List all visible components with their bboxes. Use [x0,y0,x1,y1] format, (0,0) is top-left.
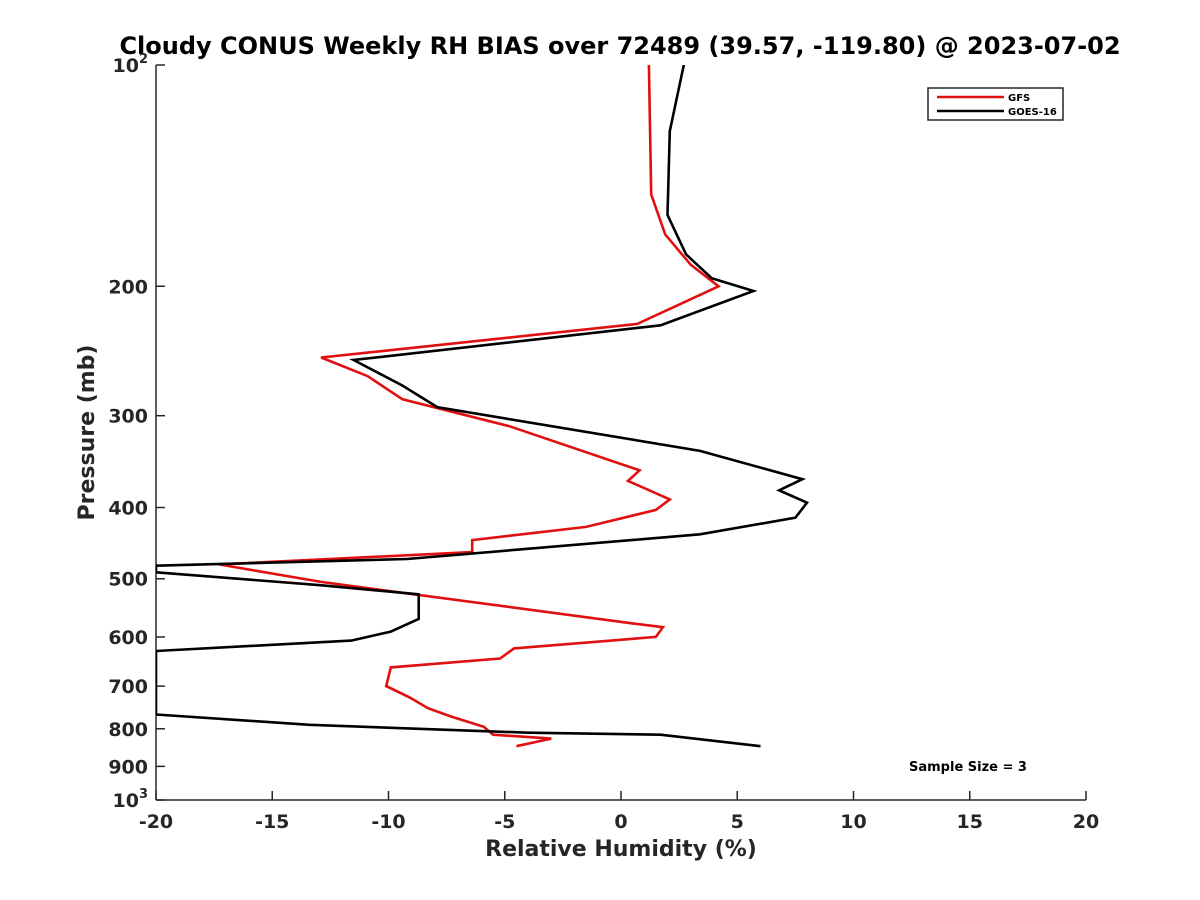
y-tick-label: 800 [108,719,148,741]
x-tick-label: 10 [840,811,866,833]
y-tick-label: 400 [108,498,148,520]
y-tick-label: 200 [108,276,148,298]
legend-label: GFS [1008,93,1030,104]
y-tick-label: 103 [113,787,149,812]
y-tick-label: 500 [108,569,148,591]
x-tick-label: -10 [371,811,405,833]
sample-size-annotation: Sample Size = 3 [909,760,1027,775]
x-tick-label: 20 [1073,811,1099,833]
series-line-gfs [218,65,722,748]
x-tick-label: -15 [255,811,289,833]
series-line-goes-16 [156,65,810,748]
y-tick-label: 300 [108,406,148,428]
y-axis-label: Pressure (mb) [75,345,100,521]
legend-label: GOES-16 [1008,107,1057,118]
x-tick-label: 15 [957,811,983,833]
y-tick-label: 900 [108,756,148,778]
chart-title: Cloudy CONUS Weekly RH BIAS over 72489 (… [119,32,1120,60]
y-tick-label: 700 [108,676,148,698]
series-group [156,65,810,748]
x-tick-label: -20 [139,811,173,833]
x-tick-label: -5 [494,811,515,833]
legend: GFS GOES-16 [927,87,1064,121]
x-tick-label: 0 [614,811,627,833]
legend-box [927,87,1064,121]
axes: -20 -15 -10 -5 0 5 10 15 20 102 200 300 400 500 600 700… [108,52,1099,833]
y-tick-label: 102 [113,52,149,77]
y-tick-label: 600 [108,627,148,649]
x-axis-label: Relative Humidity (%) [485,837,757,862]
x-tick-label: 5 [731,811,744,833]
